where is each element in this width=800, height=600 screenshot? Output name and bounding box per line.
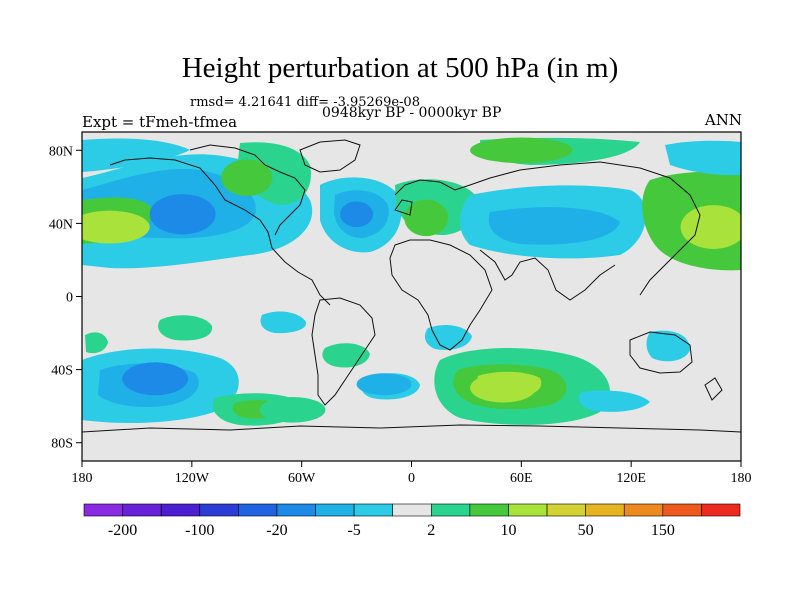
lat-tick-label: 80N [49,144,73,159]
colorbar-label: -200 [108,522,137,539]
anomaly-contour [322,343,370,368]
lon-tick-label: 180 [72,471,93,486]
colorbar-swatch [701,503,741,517]
lat-tick-label: 40N [49,217,73,232]
latitude-axis: 80N 40N 0 40S 80S [49,144,82,452]
coastline [109,157,331,306]
colorbar-swatch [238,503,278,517]
page-title: Height perturbation at 500 hPa (in m) [181,52,619,84]
colorbar-swatch [430,503,471,517]
lat-tick-label: 0 [66,291,73,306]
anomaly-contour [158,315,213,341]
coastline [189,144,306,236]
colorbar-swatch [546,503,586,517]
anomaly-region-northwest-pacific-positive [680,205,741,249]
colorbar-label: 2 [427,522,435,539]
colorbar: -200 -100 -20 -5 2 10 50 150 [83,503,741,539]
colorbar-label: -5 [347,522,360,539]
anomaly-region-south-atlantic-negative [356,373,412,396]
colorbar-label: 50 [578,522,594,539]
britain-coast [394,199,413,216]
lon-tick-label: 60W [288,471,316,486]
colorbar-swatch [392,503,432,517]
anomaly-region-north-pacific-positive [82,210,150,244]
experiment-label: Expt = tFmeh-tfmea [82,113,238,131]
anomaly-region-arctic-canada-positive [221,159,273,196]
colorbar-swatch [315,503,355,517]
colorbar-swatch [662,503,702,517]
lon-tick-label: 180 [731,471,752,486]
colorbar-label: 10 [500,522,516,539]
colorbar-label: -100 [185,522,214,539]
anomaly-region-south-pacific-negative-core [122,362,189,396]
lat-tick-label: 40S [51,364,73,379]
colorbar-swatch [353,503,394,517]
colorbar-swatch [585,503,625,517]
colorbar-label: -20 [266,522,287,539]
anomaly-contour [665,140,741,176]
colorbar-label: 150 [651,522,675,539]
anomaly-cores [82,137,741,423]
anomaly-region-north-pacific-negative-core [149,194,216,235]
australia-coast [629,331,693,374]
longitude-axis: 180 120W 60W 0 60E 120E 180 [72,461,752,486]
new-zealand-coast [704,377,723,401]
anomaly-region-siberia-positive [470,137,573,164]
coastlines [82,139,741,433]
africa-coast [389,239,493,351]
lon-tick-label: 120W [175,471,210,486]
colorbar-swatch [623,503,664,517]
season-label: ANN [704,111,742,129]
anomaly-contour [424,324,472,350]
anomaly-contour [85,332,108,354]
colorbar-swatch [122,503,162,517]
anomaly-contour [488,207,620,245]
anomaly-region-south-america-positive [259,397,326,423]
colorbar-swatch [508,503,548,517]
south-asia-coast [479,249,616,301]
anomaly-region-western-europe-positive [404,199,449,237]
lat-tick-label: 80S [51,437,73,452]
lon-tick-label: 120E [616,471,646,486]
south-america-coast [311,297,376,406]
colorbar-swatch [160,503,201,517]
colorbar-swatch [83,503,123,517]
greenland-coast [299,139,361,173]
lon-tick-label: 60E [510,471,533,486]
colorbar-swatch [469,503,509,517]
rmsd-stats: rmsd= 4.21641 diff= -3.95269e-08 [190,95,420,110]
colorbar-swatch [199,503,239,517]
anomaly-contour [82,138,190,172]
antarctica-coast [82,424,741,433]
anomaly-contour [578,390,650,412]
lon-tick-label: 0 [408,471,415,486]
colorbar-swatch [276,503,316,517]
anomaly-contour [260,311,307,334]
anomaly-region-north-atlantic-negative-core [340,201,374,228]
period-label: 0948kyr BP - 0000kyr BP [322,105,502,121]
anomaly-region-south-indian-positive-core [470,373,536,403]
eurasia-coast [394,161,701,296]
